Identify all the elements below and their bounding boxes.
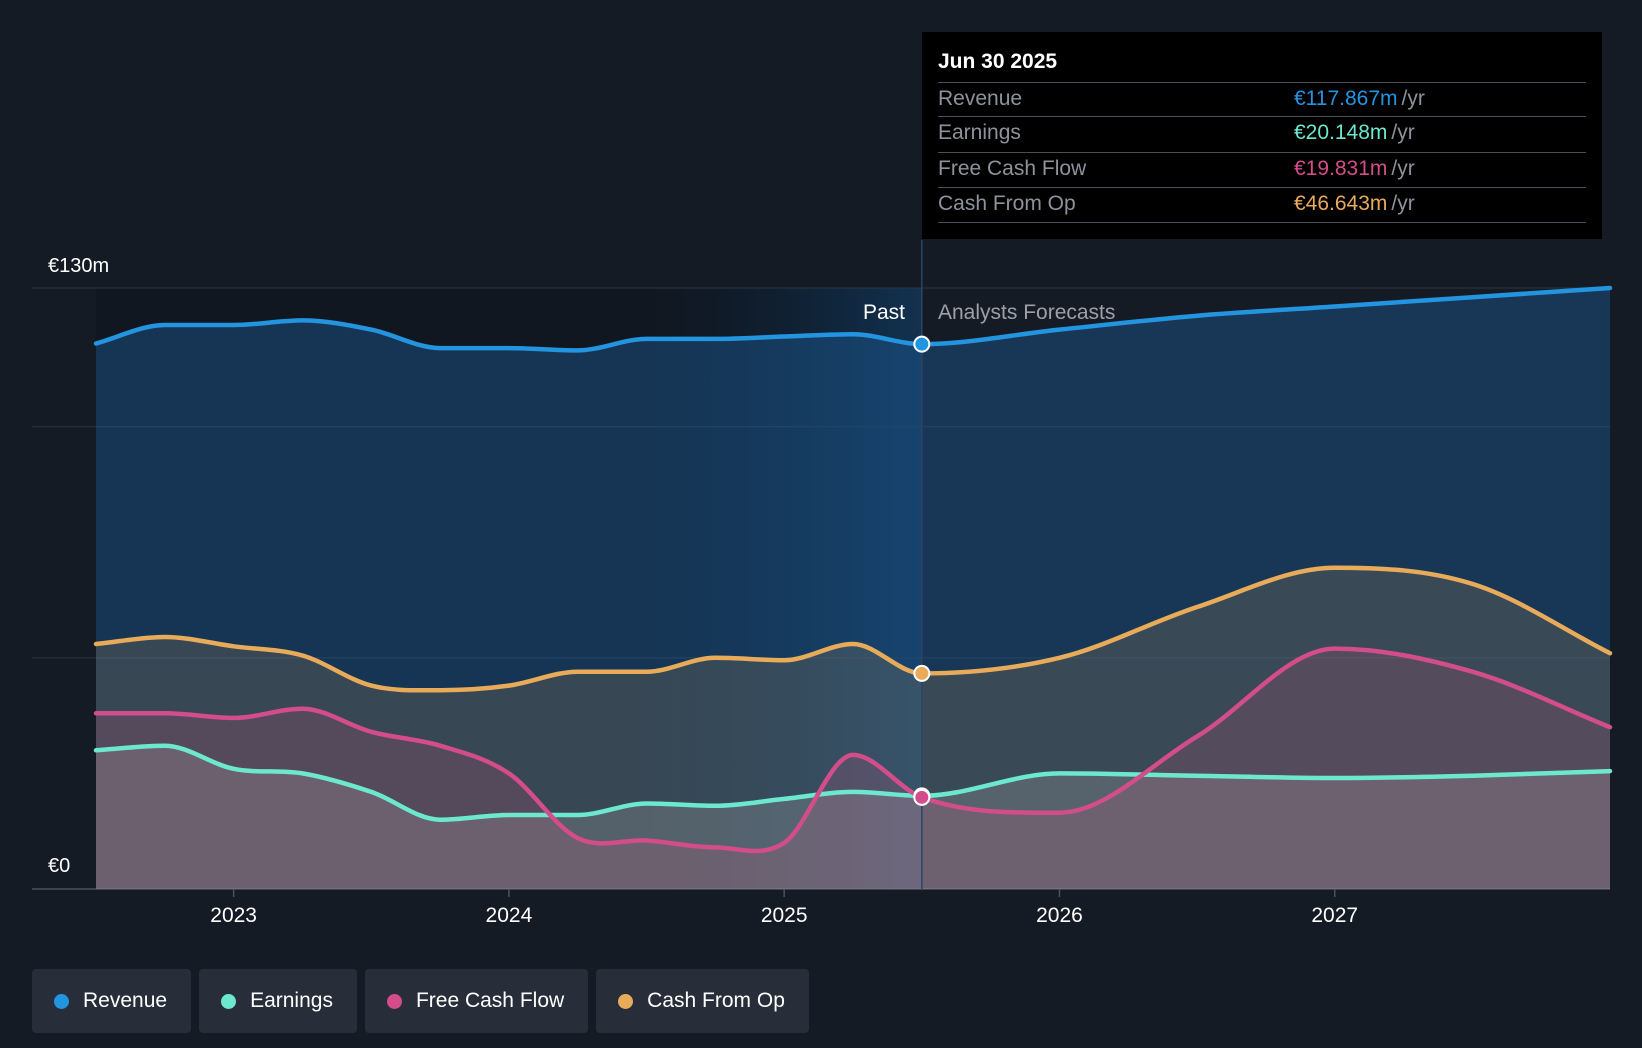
x-tick-label: 2024 (486, 904, 533, 927)
tooltip-date: Jun 30 2025 (938, 50, 1058, 73)
tooltip-value: €46.643m/yr (1294, 192, 1415, 216)
x-tick-label: 2025 (761, 904, 808, 927)
y-axis-zero-label: €0 (48, 855, 70, 877)
legend-label: Free Cash Flow (415, 989, 565, 1012)
cash-from-op-line (93, 565, 1613, 693)
x-tick-label: 2026 (1036, 904, 1083, 927)
tooltip-markers (913, 335, 931, 806)
legend-item-revenue[interactable]: Revenue (32, 969, 192, 1033)
legend: Revenue Earnings Free Cash Flow Cash Fro… (32, 969, 809, 1033)
gridlines (32, 287, 1610, 890)
tooltip-unit: /yr (1391, 121, 1415, 144)
cash-from-op-area (96, 567, 1610, 889)
tooltip-label: Revenue (938, 87, 1023, 110)
earnings-line (93, 743, 1613, 822)
tooltip-row-earnings: Earnings €20.148m/yr (938, 116, 1586, 151)
tooltip-row-revenue: Revenue €117.867m/yr (938, 82, 1586, 117)
legend-item-cash-from-op[interactable]: Cash From Op (596, 969, 809, 1033)
cash-from-op-dot-icon (618, 993, 634, 1009)
revenue-marker (913, 335, 931, 353)
tooltip-label: Free Cash Flow (938, 157, 1087, 180)
y-axis-top-label: €130m (48, 255, 109, 277)
tooltip-amount: €46.643m (1294, 192, 1388, 215)
revenue-dot-icon (54, 993, 69, 1009)
revenue-line (93, 285, 1613, 353)
tooltip-bottom-rule (938, 222, 1586, 223)
tooltip: Jun 30 2025 Revenue €117.867m/yr Earning… (922, 32, 1602, 239)
tooltip-value: €20.148m/yr (1294, 121, 1415, 145)
tooltip-label: Cash From Op (938, 192, 1076, 215)
past-label: Past (863, 301, 905, 324)
tooltip-value: €19.831m/yr (1294, 157, 1415, 181)
tooltip-value: €117.867m/yr (1294, 87, 1425, 111)
legend-item-free-cash-flow[interactable]: Free Cash Flow (364, 969, 589, 1033)
legend-item-earnings[interactable]: Earnings (199, 969, 357, 1033)
x-tick-label: 2023 (210, 904, 257, 927)
tooltip-amount: €19.831m (1294, 157, 1388, 180)
free-cash-flow-marker (913, 788, 931, 806)
free-cash-flow-area (96, 648, 1610, 889)
x-axis: 2023 2024 2025 2026 2027 (210, 889, 1358, 927)
x-tick-label: 2027 (1311, 904, 1358, 927)
tooltip-unit: /yr (1401, 87, 1425, 110)
tooltip-label: Earnings (938, 121, 1021, 144)
tooltip-amount: €20.148m (1294, 121, 1388, 144)
free-cash-flow-dot-icon (386, 993, 402, 1009)
tooltip-row-cash-from-op: Cash From Op €46.643m/yr (938, 187, 1586, 222)
tooltip-unit: /yr (1391, 157, 1415, 180)
legend-label: Cash From Op (647, 989, 785, 1012)
legend-label: Revenue (83, 989, 168, 1012)
earnings-area (96, 745, 1610, 889)
revenue-area (96, 288, 1610, 889)
legend-label: Earnings (250, 989, 333, 1012)
tooltip-unit: /yr (1391, 192, 1415, 215)
series-lines (93, 285, 1613, 854)
tooltip-amount: €117.867m (1294, 87, 1398, 110)
series-areas (96, 288, 1610, 889)
tooltip-row-free-cash-flow: Free Cash Flow €19.831m/yr (938, 152, 1586, 187)
past-highlight-band (646, 288, 922, 889)
earnings-dot-icon (221, 993, 237, 1009)
forecast-label: Analysts Forecasts (938, 301, 1115, 324)
free-cash-flow-line (93, 646, 1613, 854)
cash-from-op-marker (913, 664, 931, 682)
